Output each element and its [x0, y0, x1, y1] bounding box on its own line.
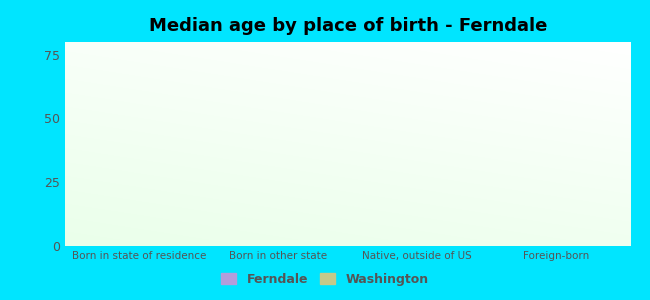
Title: Median age by place of birth - Ferndale: Median age by place of birth - Ferndale	[149, 17, 547, 35]
Bar	[417, 149, 466, 246]
Text: City-Data.com: City-Data.com	[552, 48, 622, 58]
Bar	[508, 139, 556, 246]
Bar	[91, 190, 139, 246]
Bar	[369, 100, 417, 246]
Legend: Ferndale, Washington: Ferndale, Washington	[216, 268, 434, 291]
Bar	[556, 139, 604, 246]
Bar	[229, 136, 278, 246]
Bar	[278, 129, 327, 246]
Bar	[139, 177, 188, 246]
